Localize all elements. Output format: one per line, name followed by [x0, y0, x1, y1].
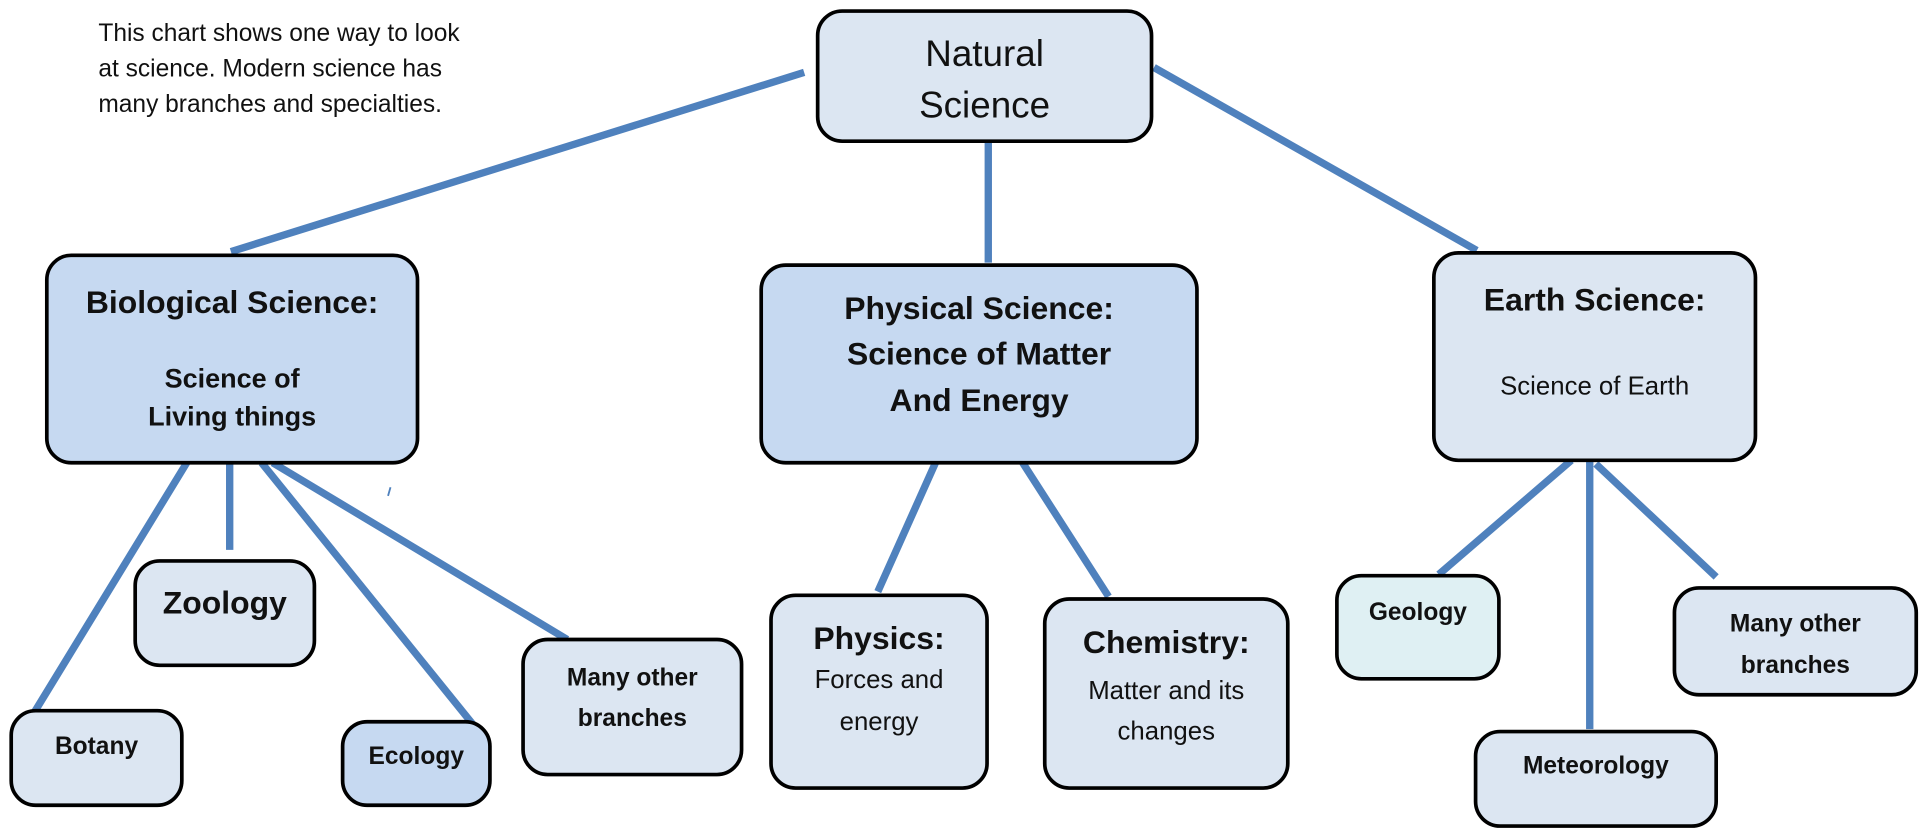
node-label: Geology — [1369, 599, 1467, 626]
node-label: And Energy — [890, 382, 1069, 418]
node-label: Forces and — [815, 666, 944, 694]
node-label: Ecology — [369, 743, 465, 770]
connector — [1593, 461, 1719, 580]
node-label: Botany — [55, 733, 138, 760]
stray-mark — [387, 487, 392, 497]
node-label: Natural — [925, 33, 1044, 74]
node-label: Science of Earth — [1500, 373, 1689, 401]
node-box — [9, 708, 184, 808]
node-box — [769, 593, 989, 790]
node-label: Science of Matter — [847, 335, 1111, 371]
connector — [1436, 457, 1574, 578]
connector — [1019, 460, 1112, 599]
connector — [1152, 64, 1479, 254]
node-label: Physical Science: — [844, 290, 1114, 326]
node-label: branches — [1741, 652, 1850, 679]
connector — [258, 460, 476, 727]
node-label: Meteorology — [1523, 753, 1669, 780]
node-label: Zoology — [163, 585, 287, 621]
node-label: changes — [1118, 718, 1215, 746]
connector — [229, 68, 806, 256]
node-box — [521, 637, 744, 777]
node-label: Biological Science: — [86, 284, 379, 320]
node-box — [1432, 251, 1758, 463]
node-box — [1335, 573, 1501, 681]
node-box — [133, 559, 317, 668]
connector — [31, 460, 190, 714]
intro-text: This chart shows one way to look at scien… — [98, 20, 460, 118]
node-label: branches — [578, 705, 687, 732]
node-box — [1473, 729, 1719, 828]
node-label: Matter and its — [1088, 677, 1244, 705]
connectors — [31, 64, 1719, 730]
node-label: Science — [919, 85, 1050, 126]
node-label: Chemistry: — [1083, 624, 1250, 660]
node-label: Many other — [1730, 610, 1861, 637]
node-label: Physics: — [813, 620, 944, 656]
node-box — [340, 719, 492, 808]
node-label: Earth Science: — [1484, 281, 1706, 317]
node-box — [44, 253, 420, 465]
nodes: Natural Science Biological Science: Science… — [9, 9, 1919, 828]
intro-line: at science. Modern science has — [98, 55, 442, 82]
node-box — [759, 263, 1199, 465]
node-label: Many other — [567, 664, 698, 691]
intro-line: many branches and specialties. — [98, 91, 442, 118]
connector — [270, 459, 570, 643]
node-label: Living things — [148, 402, 316, 432]
node-label: Science of — [165, 364, 301, 394]
node-box — [1042, 597, 1290, 790]
connector — [874, 461, 939, 594]
node-box — [815, 9, 1154, 144]
intro-line: This chart shows one way to look — [98, 20, 460, 47]
node-label: energy — [840, 708, 919, 736]
node-box — [1672, 586, 1919, 697]
